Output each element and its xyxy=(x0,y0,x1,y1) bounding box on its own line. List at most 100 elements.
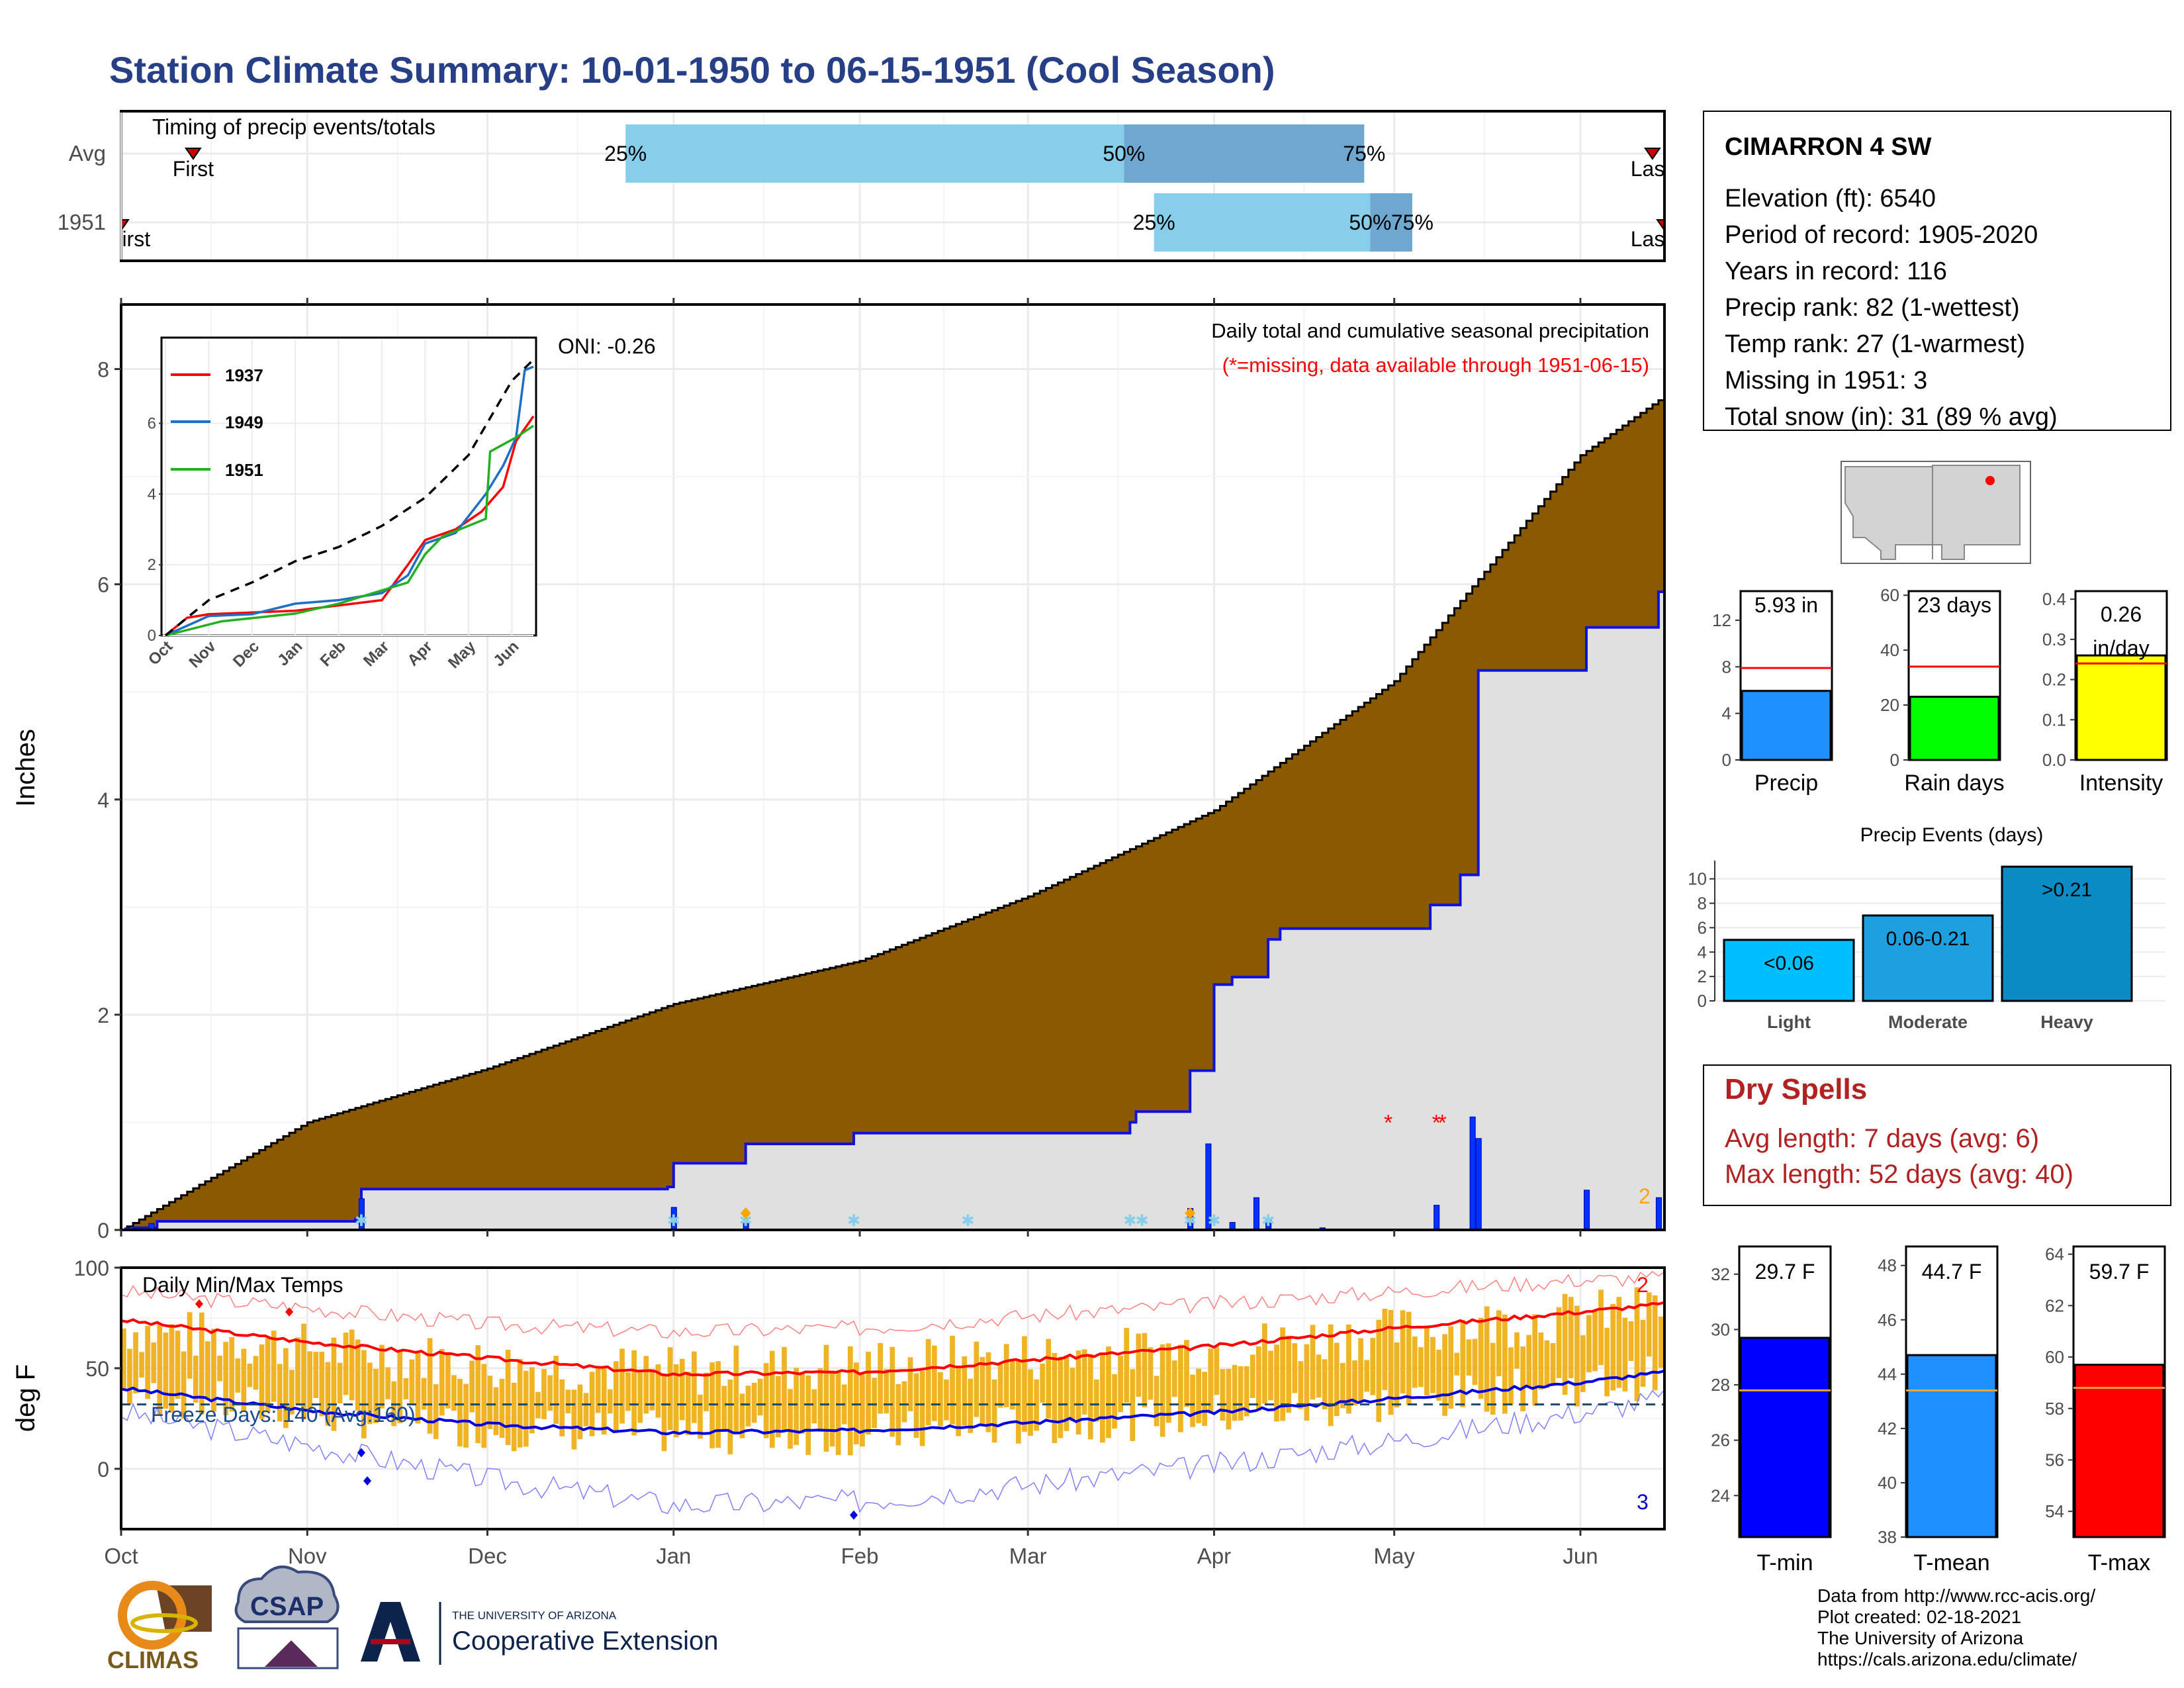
inset-line-1949 xyxy=(165,365,534,637)
temp-daily-range-bar xyxy=(1472,1338,1478,1385)
temp-y-label: deg F xyxy=(11,1364,40,1432)
events-tick-label: 8 xyxy=(1698,894,1707,914)
temp-daily-range-bar xyxy=(1106,1346,1111,1438)
temp-daily-range-bar xyxy=(265,1338,271,1413)
temp-daily-range-bar xyxy=(1081,1349,1087,1415)
mini-temp-tick-label: 42 xyxy=(1878,1419,1897,1438)
precip-frame xyxy=(120,303,1666,1231)
temp-daily-range-bar xyxy=(631,1350,637,1436)
temp-record-marker xyxy=(363,1476,372,1486)
temp-daily-range-bar xyxy=(835,1371,841,1456)
temp-daily-range-bar xyxy=(715,1361,721,1448)
temp-daily-range-bar xyxy=(1604,1327,1610,1397)
temp-daily-range-bar xyxy=(181,1351,187,1419)
temp-daily-range-bar xyxy=(1352,1360,1357,1406)
oni-value: ONI: -0.26 xyxy=(558,334,656,358)
temp-daily-range-bar xyxy=(1100,1355,1105,1443)
temp-daily-range-bar xyxy=(319,1352,325,1417)
mini-temp-tick-label: 32 xyxy=(1711,1264,1730,1284)
temp-daily-range-bar xyxy=(1580,1335,1586,1392)
mini-precip-bar xyxy=(1909,696,2000,761)
temp-daily-range-bar xyxy=(1112,1374,1117,1429)
temp-daily-bars xyxy=(121,1287,1664,1456)
temp-daily-range-bar xyxy=(1370,1338,1376,1395)
mini-temp-label: T-min xyxy=(1757,1550,1813,1575)
temp-daily-range-bar xyxy=(433,1384,439,1439)
avg-max-line xyxy=(120,1301,1665,1377)
temp-daily-range-bar xyxy=(985,1352,991,1432)
inset-legend-label-1949: 1949 xyxy=(225,412,263,432)
temp-daily-range-bar xyxy=(451,1375,457,1411)
temp-daily-range-bar xyxy=(157,1323,163,1415)
climas-wordmark: CLIMAS xyxy=(107,1646,199,1673)
daily-precip-bar xyxy=(1469,1116,1476,1231)
month-label: Jan xyxy=(656,1544,691,1568)
temp-daily-range-bar xyxy=(289,1370,295,1415)
temp-daily-range-bar xyxy=(1208,1348,1214,1414)
temp-daily-range-bar xyxy=(614,1361,619,1432)
snow-count: 2 xyxy=(1639,1184,1651,1208)
footer-line-4: https://cals.arizona.edu/climate/ xyxy=(1817,1649,2077,1669)
month-label: Feb xyxy=(841,1544,879,1568)
precip-y-axis: 0 2 4 6 8 xyxy=(97,298,1582,1243)
temp-daily-range-bar xyxy=(1058,1356,1064,1438)
temp-daily-range-bar xyxy=(805,1375,811,1455)
temp-daily-range-bar xyxy=(1658,1316,1664,1368)
temp-daily-range-bar xyxy=(499,1378,505,1438)
temp-daily-range-bar xyxy=(1262,1323,1267,1404)
inset-line-1937 xyxy=(164,415,535,637)
timing-last-marker xyxy=(1643,148,1661,160)
inset-legend: 1937 1949 1951 xyxy=(171,365,263,480)
temp-daily-range-bar xyxy=(1268,1350,1273,1401)
temp-daily-range-bar xyxy=(595,1366,601,1413)
climas-logo: CLIMAS xyxy=(107,1581,212,1673)
temp-daily-range-bar xyxy=(601,1368,607,1435)
mini-precip-tick-label: 0.1 xyxy=(2042,710,2066,729)
temp-daily-range-bar xyxy=(1226,1368,1232,1430)
inset-frame xyxy=(160,336,537,637)
temp-daily-range-bar xyxy=(901,1381,907,1423)
temp-daily-range-bar xyxy=(1586,1315,1592,1373)
temp-daily-range-bar xyxy=(925,1338,931,1426)
temp-daily-range-bar xyxy=(1598,1289,1604,1366)
temp-daily-range-bar xyxy=(1190,1374,1195,1427)
mini-temp-charts: 32 30 28 26 24 29.7 F T-min 48 46 44 42 40 38 44.7 F T… xyxy=(1711,1244,2166,1575)
temp-daily-range-bar xyxy=(1093,1379,1099,1422)
temp-daily-range-bar xyxy=(673,1364,679,1438)
temp-daily-range-bar xyxy=(1454,1352,1460,1376)
temp-daily-range-bar xyxy=(782,1346,787,1431)
temp-daily-range-bar xyxy=(1136,1333,1142,1397)
temp-daily-range-bar xyxy=(1610,1303,1616,1391)
mini-precip-label: Precip xyxy=(1754,771,1818,796)
temp-y-tick-label: 0 xyxy=(97,1458,109,1481)
station-missing: Missing in 1951: 3 xyxy=(1725,367,1927,395)
temp-daily-range-bar xyxy=(655,1364,661,1418)
temp-daily-range-bar xyxy=(1646,1292,1652,1357)
mini-temp-bar xyxy=(2073,1364,2165,1538)
temp-daily-range-bar xyxy=(1022,1336,1027,1432)
temp-daily-range-bar xyxy=(1154,1376,1160,1427)
mini-precip-tick-label: 12 xyxy=(1712,610,1731,630)
mini-temp-tick-label: 38 xyxy=(1878,1527,1897,1547)
timing-q25-label: 25% xyxy=(604,142,647,165)
temp-daily-range-bar xyxy=(607,1389,613,1414)
temp-daily-range-bar xyxy=(860,1372,865,1447)
temp-daily-range-bar xyxy=(1304,1344,1310,1421)
month-label: Oct xyxy=(104,1544,138,1568)
temp-title: Daily Min/Max Temps xyxy=(142,1273,343,1297)
temp-daily-range-bar xyxy=(794,1368,799,1445)
csap-cloud-icon xyxy=(234,1566,340,1623)
temp-daily-range-bar xyxy=(241,1348,247,1413)
temp-daily-range-bar xyxy=(1040,1364,1046,1403)
temp-daily-range-bar xyxy=(944,1379,949,1421)
mini-temp-tick-label: 46 xyxy=(1878,1310,1897,1330)
temp-daily-range-bar xyxy=(1003,1344,1009,1407)
timing-row-1951-label: 1951 xyxy=(58,210,106,234)
temp-daily-range-bar xyxy=(866,1352,871,1435)
temp-daily-range-bar xyxy=(1544,1340,1550,1388)
temp-daily-range-bar xyxy=(1232,1364,1238,1421)
temp-daily-range-bar xyxy=(1448,1326,1454,1409)
